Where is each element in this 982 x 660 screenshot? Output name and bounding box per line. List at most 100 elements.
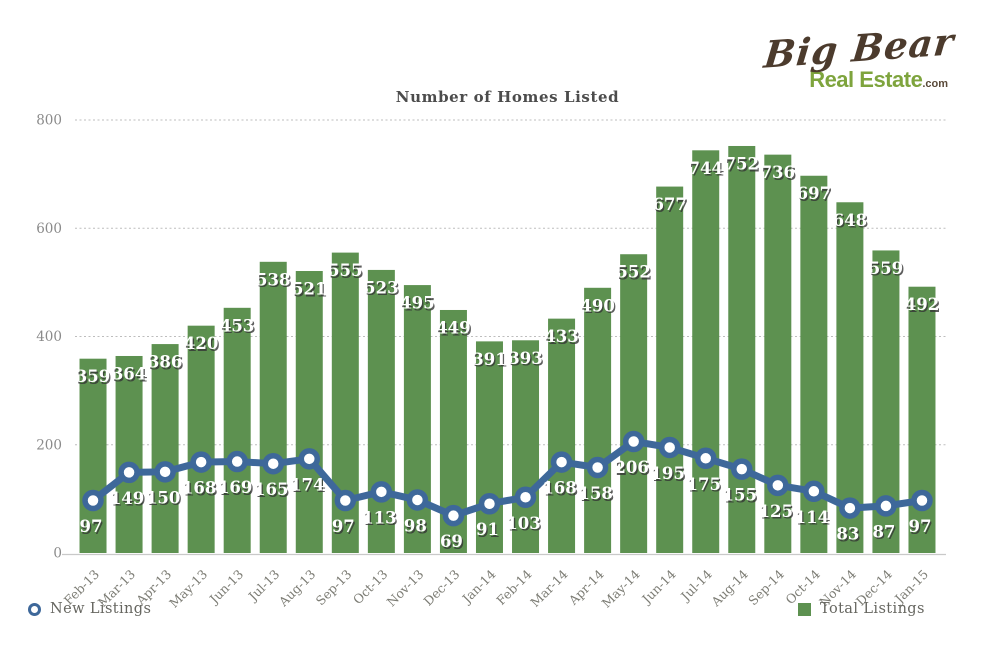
line-marker xyxy=(767,474,789,497)
x-axis-tick-label: Jun-14 xyxy=(638,566,679,607)
line-value-label: 149 xyxy=(110,489,144,508)
line-marker xyxy=(190,451,212,473)
line-marker-icon xyxy=(28,602,41,616)
bar-value-label-shadow: 492 xyxy=(906,297,940,316)
line-value-label: 174 xyxy=(290,475,324,494)
total-listings-bar xyxy=(295,271,323,553)
line-value-label: 165 xyxy=(254,480,288,499)
line-value-label-shadow: 174 xyxy=(291,477,325,496)
line-value-label: 69 xyxy=(440,532,463,551)
line-marker xyxy=(658,436,681,459)
total-listings-bar xyxy=(620,254,648,554)
big-bear-logo: Big Bear Real Estate.com xyxy=(762,19,957,91)
line-value-label: 169 xyxy=(218,478,252,497)
bar-value-label-shadow: 420 xyxy=(185,336,219,355)
x-axis-tick-label: Jun-13 xyxy=(205,566,246,607)
line-marker xyxy=(875,495,897,517)
line-marker xyxy=(514,486,537,509)
total-listings-bar xyxy=(403,285,431,553)
y-axis-tick-label: 800 xyxy=(36,113,62,129)
total-listings-bar xyxy=(259,261,287,553)
x-axis-tick-label: Jan-14 xyxy=(458,566,499,607)
bar-value-label: 386 xyxy=(148,353,182,372)
bar-value-label-shadow: 490 xyxy=(582,298,616,317)
line-value-label-shadow: 83 xyxy=(838,526,861,545)
bar-value-label-shadow: 559 xyxy=(870,261,904,280)
line-marker xyxy=(262,452,284,475)
line-value-label-shadow: 175 xyxy=(688,477,722,496)
line-value-label-shadow: 125 xyxy=(760,504,794,523)
line-marker xyxy=(334,489,357,512)
line-value-label: 168 xyxy=(182,479,216,498)
total-listings-bar xyxy=(692,150,720,553)
bar-value-label: 736 xyxy=(761,163,795,182)
x-axis-tick-label: Mar-14 xyxy=(527,566,570,609)
bar-value-label: 492 xyxy=(905,295,939,314)
total-listings-bar xyxy=(79,358,107,553)
line-value-label: 83 xyxy=(836,525,859,544)
bar-value-label: 752 xyxy=(725,154,759,173)
bar-value-label: 490 xyxy=(580,296,614,315)
bar-value-label-shadow: 552 xyxy=(618,265,652,284)
bar-value-label-shadow: 364 xyxy=(113,366,147,385)
line-value-label-shadow: 114 xyxy=(796,510,830,529)
bar-value-label-shadow: 538 xyxy=(257,272,291,291)
bar-value-label: 521 xyxy=(292,280,326,299)
bar-value-label: 744 xyxy=(689,159,723,178)
line-marker xyxy=(803,480,825,503)
line-value-label: 158 xyxy=(578,484,612,503)
bar-value-label-shadow: 521 xyxy=(293,281,327,300)
bar-value-label-shadow: 744 xyxy=(690,161,724,180)
x-axis-tick-label: Sep-14 xyxy=(745,566,787,608)
bar-value-label-shadow: 555 xyxy=(329,263,363,282)
bar-value-label: 697 xyxy=(797,184,831,203)
bar-value-label: 453 xyxy=(220,316,254,335)
line-marker xyxy=(406,489,429,511)
line-marker xyxy=(226,450,248,473)
line-value-label-shadow: 97 xyxy=(910,519,933,538)
line-value-label-shadow: 149 xyxy=(111,491,145,510)
bar-value-label-shadow: 752 xyxy=(726,156,760,175)
line-value-label-shadow: 195 xyxy=(652,466,686,485)
x-axis-tick-label: May-13 xyxy=(166,566,210,610)
line-value-label-shadow: 206 xyxy=(616,460,650,479)
total-listings-bar xyxy=(115,355,143,553)
total-listings-bar xyxy=(151,344,179,553)
line-marker xyxy=(911,489,933,512)
x-axis-tick-label: Nov-13 xyxy=(384,566,427,609)
line-value-label: 103 xyxy=(506,514,540,533)
x-axis-tick-label: Aug-13 xyxy=(275,566,318,609)
bar-value-label: 420 xyxy=(184,334,218,353)
x-axis-tick-label: Sep-13 xyxy=(313,566,355,608)
total-listings-bar xyxy=(367,269,395,553)
bar-value-label-shadow: 393 xyxy=(510,351,544,370)
total-listings-bar xyxy=(548,318,576,553)
legend-new-listings-label: New Listings xyxy=(50,601,152,617)
line-value-label: 155 xyxy=(723,486,757,505)
line-value-label-shadow: 150 xyxy=(147,490,181,509)
total-listings-bar xyxy=(475,341,503,553)
line-value-label-shadow: 97 xyxy=(333,519,356,538)
line-marker xyxy=(478,492,501,515)
bar-value-label: 449 xyxy=(436,318,470,337)
x-axis-tick-label: May-14 xyxy=(599,566,643,610)
line-marker xyxy=(298,448,321,470)
total-listings-bar xyxy=(187,325,215,553)
line-value-label-shadow: 168 xyxy=(544,480,578,499)
line-value-label-shadow: 169 xyxy=(219,480,253,499)
line-value-label-shadow: 158 xyxy=(580,486,614,505)
bar-value-label: 559 xyxy=(869,259,903,278)
legend-total-listings: Total Listings xyxy=(798,601,925,617)
y-axis-tick-label: 600 xyxy=(36,221,62,237)
bar-value-label: 364 xyxy=(112,364,146,383)
x-axis-tick-label: Aug-14 xyxy=(708,566,751,609)
line-value-label: 114 xyxy=(795,508,829,527)
line-marker xyxy=(370,481,393,503)
bar-value-label: 648 xyxy=(833,211,867,230)
line-marker xyxy=(118,461,140,484)
line-value-label: 206 xyxy=(614,458,648,477)
total-listings-bar xyxy=(512,340,540,553)
line-marker xyxy=(586,456,609,479)
